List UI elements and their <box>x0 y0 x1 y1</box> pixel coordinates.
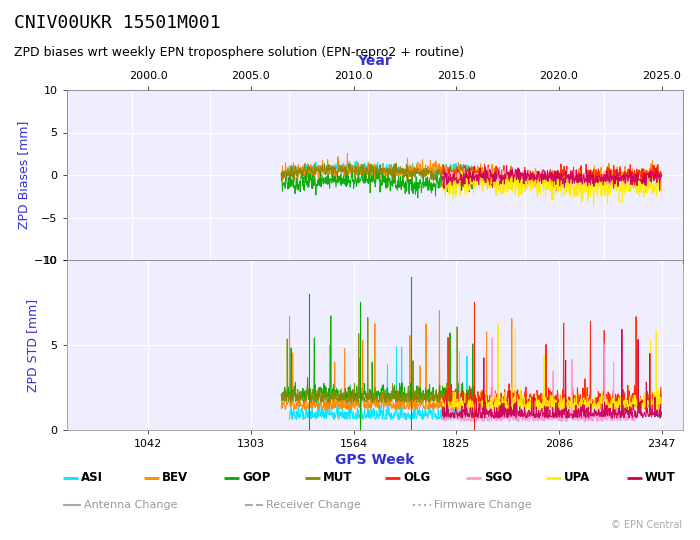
Text: BEV: BEV <box>162 471 188 484</box>
Text: WUT: WUT <box>645 471 676 484</box>
Text: ZPD biases wrt weekly EPN troposphere solution (EPN-repro2 + routine): ZPD biases wrt weekly EPN troposphere so… <box>14 46 464 59</box>
Text: © EPN Central: © EPN Central <box>611 520 682 530</box>
Text: OLG: OLG <box>403 471 430 484</box>
Text: MUT: MUT <box>323 471 352 484</box>
Text: Antenna Change: Antenna Change <box>84 500 178 510</box>
Y-axis label: ZPD Biases [mm]: ZPD Biases [mm] <box>17 121 30 229</box>
Text: Receiver Change: Receiver Change <box>266 500 360 510</box>
Text: UPA: UPA <box>564 471 591 484</box>
Text: Firmware Change: Firmware Change <box>434 500 531 510</box>
Text: CNIV00UKR 15501M001: CNIV00UKR 15501M001 <box>14 14 220 31</box>
Y-axis label: ZPD STD [mm]: ZPD STD [mm] <box>27 299 39 392</box>
Text: ASI: ASI <box>81 471 103 484</box>
Text: GOP: GOP <box>242 471 271 484</box>
Text: SGO: SGO <box>484 471 512 484</box>
X-axis label: Year: Year <box>357 55 392 69</box>
X-axis label: GPS Week: GPS Week <box>335 453 414 467</box>
